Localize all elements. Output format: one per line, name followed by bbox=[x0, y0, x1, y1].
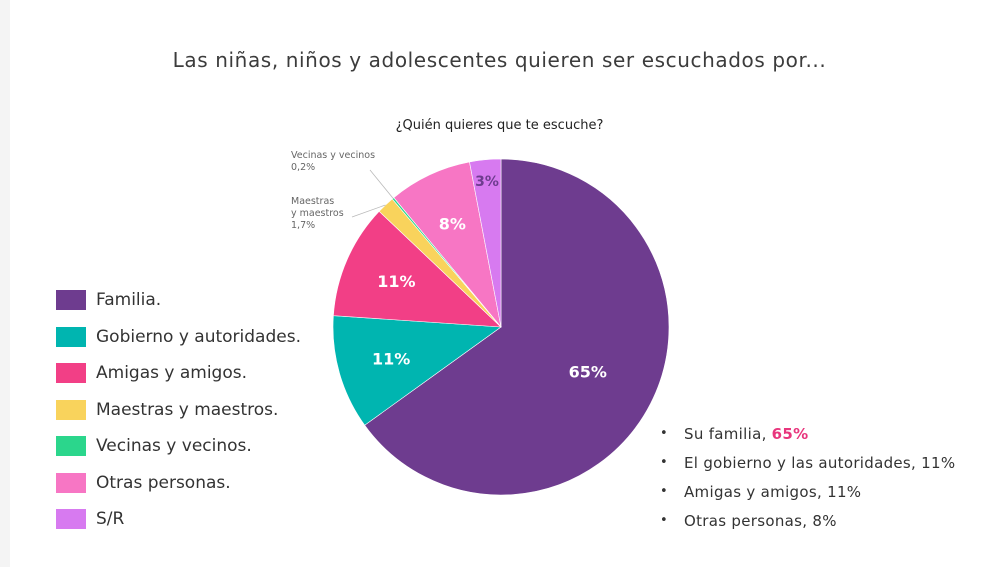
legend-item-familia: Familia. bbox=[56, 282, 301, 319]
legend-swatch bbox=[56, 472, 86, 493]
callout-leader-line bbox=[351, 204, 386, 218]
legend-item-sr: S/R bbox=[56, 501, 301, 538]
bullet-gobierno: • El gobierno y las autoridades, 11% bbox=[656, 448, 955, 477]
legend-label: Maestras y maestros. bbox=[96, 399, 279, 420]
callout-vecinos-label: Vecinas y vecinos bbox=[291, 150, 376, 161]
slice-label: 8% bbox=[439, 215, 466, 234]
bullet-text: Amigas y amigos, 11% bbox=[684, 482, 862, 501]
chart-legend: Familia. Gobierno y autoridades. Amigas … bbox=[56, 282, 301, 538]
bullet-highlight: 65% bbox=[771, 424, 809, 443]
bullet-text: El gobierno y las autoridades, 11% bbox=[684, 453, 956, 472]
chart-title: ¿Quién quieres que te escuche? bbox=[395, 118, 604, 133]
callout-maestros: Maestras y maestros 1,7% bbox=[291, 196, 344, 232]
legend-label: Amigas y amigos. bbox=[96, 363, 247, 384]
callout-maestros-label-1: Maestras bbox=[291, 196, 335, 207]
bullet-familia: • Su familia, 65% bbox=[656, 419, 955, 448]
bullet-dot: • bbox=[660, 426, 668, 441]
summary-bullets: • Su familia, 65% • El gobierno y las au… bbox=[656, 419, 955, 535]
legend-label: Otras personas. bbox=[96, 472, 231, 493]
legend-item-vecinos: Vecinas y vecinos. bbox=[56, 428, 301, 465]
legend-item-gobierno: Gobierno y autoridades. bbox=[56, 319, 301, 356]
callout-vecinos-value: 0,2% bbox=[291, 162, 316, 173]
slice-label: 3% bbox=[475, 174, 499, 190]
callout-maestros-label-2: y maestros bbox=[291, 208, 344, 219]
callout-vecinos: Vecinas y vecinos 0,2% bbox=[291, 150, 375, 174]
legend-swatch bbox=[56, 363, 86, 384]
pie-slice-familia bbox=[364, 158, 670, 496]
callout-maestros-value: 1,7% bbox=[291, 220, 316, 231]
legend-swatch bbox=[56, 399, 86, 420]
legend-item-maestros: Maestras y maestros. bbox=[56, 392, 301, 429]
legend-swatch bbox=[56, 509, 86, 530]
callout-leader-lines bbox=[351, 169, 394, 218]
bullet-amigos: • Amigas y amigos, 11% bbox=[656, 477, 955, 506]
main-title: Las niñas, niños y adolescentes quieren … bbox=[172, 48, 827, 72]
legend-item-otras: Otras personas. bbox=[56, 465, 301, 502]
legend-label: Vecinas y vecinos. bbox=[96, 436, 252, 457]
bullet-text: Su familia, bbox=[684, 424, 767, 443]
pie-slice-labels: 65% 11% 11% 8% 3% bbox=[372, 174, 607, 382]
callout-leader-line bbox=[369, 169, 394, 199]
bullet-dot: • bbox=[660, 455, 668, 470]
slice-label: 11% bbox=[377, 272, 415, 291]
legend-item-amigos: Amigas y amigos. bbox=[56, 355, 301, 392]
legend-swatch bbox=[56, 290, 86, 311]
bullet-otras: • Otras personas, 8% bbox=[656, 506, 955, 535]
legend-label: Familia. bbox=[96, 290, 162, 311]
legend-label: Gobierno y autoridades. bbox=[96, 326, 301, 347]
legend-swatch bbox=[56, 326, 86, 347]
legend-label: S/R bbox=[96, 509, 125, 530]
bullet-text: Otras personas, 8% bbox=[684, 511, 837, 530]
left-edge-rule bbox=[0, 0, 10, 567]
pie-slice-gobierno-y-autoridades bbox=[332, 315, 502, 426]
slice-label: 11% bbox=[372, 349, 410, 368]
slice-label: 65% bbox=[569, 362, 607, 381]
legend-swatch bbox=[56, 436, 86, 457]
bullet-dot: • bbox=[660, 513, 668, 528]
pie-slice-s-r bbox=[469, 158, 502, 328]
pie-slices bbox=[332, 158, 670, 496]
bullet-dot: • bbox=[660, 484, 668, 499]
pie-slice-amigas-y-amigos bbox=[333, 210, 502, 328]
